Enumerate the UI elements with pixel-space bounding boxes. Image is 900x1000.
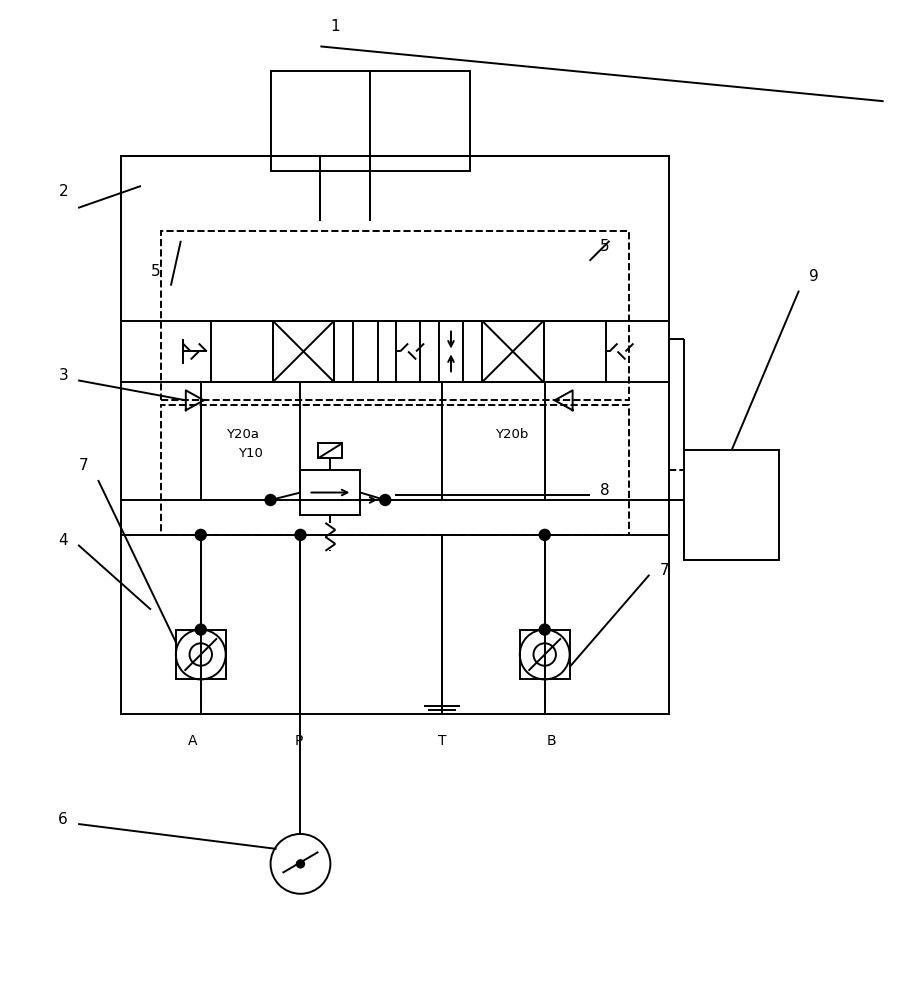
Circle shape xyxy=(266,495,276,505)
Text: 8: 8 xyxy=(599,483,609,498)
Bar xyxy=(420,321,482,382)
Bar xyxy=(482,321,544,382)
Circle shape xyxy=(296,860,304,868)
Bar xyxy=(121,156,670,714)
Circle shape xyxy=(539,624,550,635)
Text: Y20b: Y20b xyxy=(495,428,528,441)
Text: P: P xyxy=(294,734,302,748)
Circle shape xyxy=(195,624,206,635)
Text: Y10: Y10 xyxy=(238,447,263,460)
Text: 9: 9 xyxy=(809,269,819,284)
Bar xyxy=(271,71,470,171)
Text: 6: 6 xyxy=(58,812,68,827)
Text: 2: 2 xyxy=(58,184,68,199)
Circle shape xyxy=(380,495,391,505)
Bar xyxy=(161,405,629,535)
Text: 3: 3 xyxy=(58,368,68,383)
Circle shape xyxy=(539,529,550,540)
Bar xyxy=(544,321,606,382)
Text: 1: 1 xyxy=(330,19,340,34)
Bar xyxy=(335,321,396,382)
Text: 7: 7 xyxy=(660,563,669,578)
Text: A: A xyxy=(188,734,197,748)
Bar xyxy=(684,450,779,560)
Text: 5: 5 xyxy=(151,264,161,279)
Text: Y20a: Y20a xyxy=(226,428,258,441)
Bar xyxy=(211,321,273,382)
Text: 5: 5 xyxy=(599,239,609,254)
Bar xyxy=(176,630,226,679)
Text: 4: 4 xyxy=(58,533,68,548)
Circle shape xyxy=(195,529,206,540)
Bar xyxy=(520,630,570,679)
Bar xyxy=(161,231,629,400)
Bar xyxy=(301,470,360,515)
Text: B: B xyxy=(547,734,556,748)
Bar xyxy=(319,443,342,458)
Text: T: T xyxy=(437,734,446,748)
Text: 7: 7 xyxy=(78,458,88,473)
Circle shape xyxy=(295,529,306,540)
Bar xyxy=(273,321,335,382)
